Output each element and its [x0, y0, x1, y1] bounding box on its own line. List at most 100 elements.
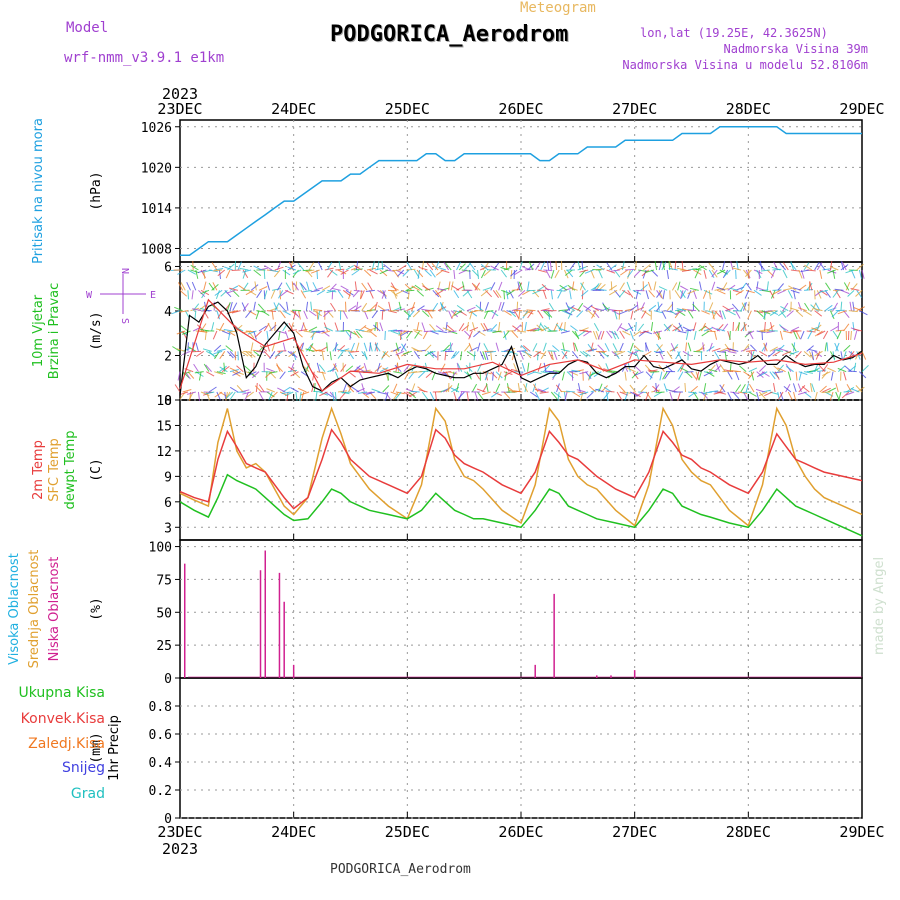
- wind-barb: [379, 367, 389, 373]
- wind-barb: [228, 330, 231, 340]
- wind-barb: [355, 342, 360, 352]
- wind-barb: [431, 262, 439, 271]
- wind-barb: [177, 371, 181, 381]
- wind-barb: [369, 330, 377, 338]
- wind-barb: [583, 330, 592, 337]
- wind-barb: [595, 307, 605, 312]
- wind-barb: [305, 301, 309, 311]
- wind-barb: [196, 350, 204, 357]
- wind-barb: [247, 330, 257, 335]
- wind-barb: [717, 350, 727, 353]
- wind-barb: [426, 310, 436, 312]
- wind-barb: [381, 260, 384, 271]
- wind-barb: [366, 327, 376, 332]
- wind-barb: [524, 350, 532, 359]
- wind-barb: [351, 386, 360, 393]
- wind-barb: [701, 310, 710, 315]
- wind-barb: [687, 289, 697, 295]
- wind-barb: [493, 391, 502, 396]
- wind-barb: [766, 325, 775, 332]
- wind-barb: [519, 351, 524, 360]
- wind-barb: [785, 383, 791, 393]
- wind-barb: [656, 290, 663, 298]
- wind-barb: [634, 269, 642, 277]
- wind-barb: [580, 282, 586, 291]
- wind-barb: [735, 371, 740, 381]
- wind-barb: [216, 310, 221, 320]
- wind-barb: [674, 260, 677, 271]
- wind-barb: [559, 309, 569, 312]
- wind-barb: [363, 391, 373, 395]
- wind-barb: [852, 322, 855, 332]
- wind-barb: [605, 390, 615, 393]
- wind-barb: [517, 350, 527, 352]
- wind-barb: [350, 350, 360, 353]
- wind-barb: [616, 266, 626, 271]
- wind-barb: [645, 290, 649, 300]
- wind-barb: [179, 310, 188, 313]
- wind-barb: [295, 281, 298, 291]
- wind-barb: [648, 304, 657, 312]
- wind-barb: [327, 269, 334, 278]
- wind-barb: [379, 269, 389, 275]
- wind-barb: [258, 286, 268, 291]
- wind-barb: [654, 261, 658, 271]
- wind-barb: [690, 385, 699, 393]
- wind-barb: [466, 322, 469, 332]
- wind-barb: [787, 290, 793, 299]
- wind-barb: [688, 391, 698, 394]
- wind-barb: [797, 302, 802, 311]
- wind-barb: [606, 391, 609, 401]
- wind-barb: [735, 310, 741, 319]
- wind-barb: [764, 391, 773, 397]
- footer-station: PODGORICA_Aerodrom: [330, 862, 471, 877]
- wind-barb: [403, 350, 412, 355]
- wind-barb: [355, 301, 359, 311]
- wind-barb: [214, 371, 223, 375]
- wind-barb: [261, 310, 270, 317]
- wind-barb: [444, 351, 447, 361]
- pressure-y-tick-label: 1026: [141, 121, 172, 136]
- wind-barb: [571, 369, 581, 373]
- wind-barb: [418, 389, 428, 393]
- wind-barb: [279, 310, 286, 319]
- station-title: PODGORICA_Aerodrom: [330, 22, 569, 47]
- wind-barb: [471, 282, 478, 291]
- wind-barb: [698, 264, 707, 271]
- wind-barb: [717, 391, 727, 395]
- wind-barb: [674, 290, 681, 299]
- wind-barb: [537, 310, 544, 319]
- wind-barb: [465, 364, 473, 373]
- wind-barb: [602, 302, 608, 311]
- temperature-y-tick-label: 15: [156, 419, 172, 434]
- wind-barb: [229, 386, 239, 393]
- wind-barb: [264, 265, 273, 271]
- wind-barb: [244, 365, 252, 373]
- wind-barb: [418, 266, 428, 271]
- wind-barb: [711, 347, 721, 352]
- wind-barb: [782, 287, 792, 291]
- wind-barb: [474, 391, 479, 401]
- wind-barb: [681, 260, 684, 271]
- wind-barb: [526, 309, 536, 312]
- wind-barb: [250, 342, 254, 352]
- wind-barb: [443, 262, 450, 271]
- wind-barb: [456, 304, 465, 312]
- wind-barb: [537, 269, 547, 273]
- wind-barb: [374, 343, 381, 352]
- wind-barb: [719, 384, 726, 393]
- wind-barb: [217, 310, 223, 319]
- wind-barb: [778, 310, 786, 317]
- wind-barb: [648, 290, 655, 298]
- wind-barb: [390, 330, 400, 335]
- wind-barb: [504, 371, 508, 381]
- wind-barb: [782, 269, 788, 279]
- wind-unit-label: (m/s): [89, 311, 104, 350]
- wind-barb: [851, 269, 856, 279]
- compass-w: W: [86, 290, 93, 301]
- wind-barb: [658, 290, 663, 299]
- wind-barb: [606, 269, 616, 274]
- wind-barb: [803, 371, 813, 374]
- wind-barb: [547, 261, 550, 271]
- wind-barb: [308, 326, 318, 332]
